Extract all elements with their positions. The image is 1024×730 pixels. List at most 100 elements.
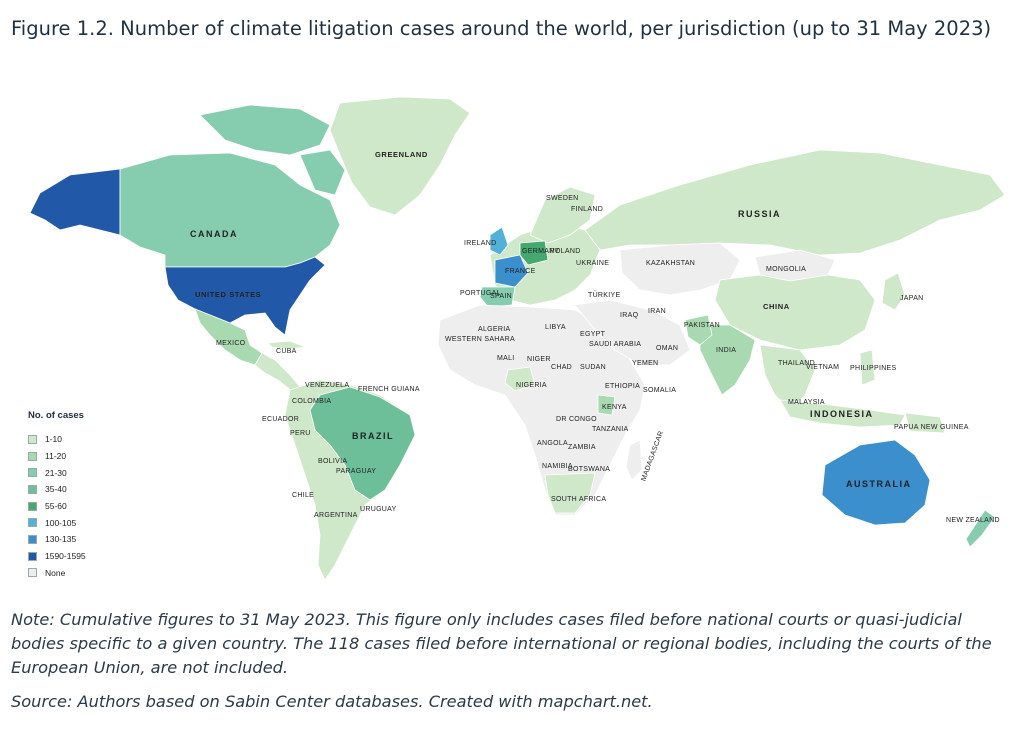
label-chile: CHILE [292,492,314,499]
label-botswana: BOTSWANA [568,466,610,473]
label-colombia: COLOMBIA [292,398,331,405]
legend-swatch [28,484,37,494]
kenya-region [597,394,616,416]
legend-swatch [28,501,37,511]
legend-label: 21-30 [45,467,67,478]
label-indonesia: INDONESIA [810,409,874,419]
legend-swatch [28,568,37,578]
label-vietnam: VIETNAM [806,364,839,371]
legend-title: No. of cases [28,410,84,421]
label-turkiye: TÜRKIYE [588,291,620,299]
label-south-africa: SOUTH AFRICA [551,496,606,503]
uk-region [489,226,509,256]
cuba-region [267,340,306,350]
new-zealand-region [965,509,996,548]
label-kazakhstan: KAZAKHSTAN [646,260,695,267]
legend-item: 55-60 [28,498,158,515]
label-angola: ANGOLA [537,440,568,447]
canada-region [119,152,341,268]
legend-label: 1590-1595 [45,551,86,562]
label-venezuela: VENEZUELA [305,382,349,389]
label-sudan: SUDAN [580,364,606,371]
label-russia: RUSSIA [738,209,781,219]
label-yemen: YEMEN [632,360,658,367]
russia-region [584,149,1006,256]
label-united-states: UNITED STATES [195,290,261,299]
label-paraguay: PARAGUAY [336,468,376,475]
united-states-region [164,256,326,336]
label-iran: IRAN [648,308,666,315]
germany-region [519,240,549,266]
label-mali: MALI [497,355,515,362]
label-ethiopia: ETHIOPIA [605,383,640,390]
label-france: FRANCE [505,268,536,275]
label-madagascar: MADAGASCAR [640,430,665,482]
figure-title: Figure 1.2. Number of climate litigation… [11,17,992,40]
label-cuba: CUBA [276,348,297,355]
legend-item: 100-105 [28,514,158,531]
legend-item: 35-40 [28,481,158,498]
label-bolivia: BOLIVIA [318,458,347,465]
legend-swatch [28,468,37,478]
label-germany: GERMANY [522,248,560,255]
alaska-region [29,168,121,236]
label-french-guiana: FRENCH GUIANA [358,386,420,393]
label-mexico: MEXICO [216,340,246,347]
label-brazil: BRAZIL [352,431,394,441]
label-papua-new-guinea: PAPUA NEW GUINEA [894,424,969,431]
label-libya: LIBYA [545,324,566,331]
madagascar-region [625,439,643,481]
legend-label: 130-135 [45,534,77,545]
label-ecuador: ECUADOR [262,416,299,423]
indonesia-region [779,399,906,428]
greenland-region [329,96,471,216]
label-tanzania: TANZANIA [592,426,629,433]
japan-region [881,272,906,311]
legend-label: 100-105 [45,517,77,528]
south-africa-region [544,472,596,514]
label-japan: JAPAN [900,295,924,302]
label-poland: POLAND [550,248,581,255]
central-america-region [254,352,301,392]
label-china: CHINA [763,302,790,311]
figure-note: Note: Cumulative figures to 31 May 2023.… [11,610,992,677]
label-namibia: NAMIBIA [542,463,573,470]
label-canada: CANADA [190,229,238,239]
label-saudi-arabia: SAUDI ARABIA [589,341,641,348]
label-pakistan: PAKISTAN [684,322,720,329]
france-region [494,254,529,288]
legend-item: 1-10 [28,431,158,448]
label-kenya: KENYA [602,404,627,411]
label-chad: CHAD [551,364,572,371]
scandinavia-region [529,186,596,244]
label-malaysia: MALAYSIA [788,399,825,406]
legend-label: 35-40 [45,484,67,495]
label-algeria: ALGERIA [478,326,510,333]
label-greenland: GREENLAND [375,150,428,159]
label-finland: FINLAND [571,206,603,213]
label-uruguay: URUGUAY [360,506,397,513]
legend-item: 11-20 [28,448,158,465]
philippines-region [859,349,876,386]
label-oman: OMAN [656,345,678,352]
label-ireland: IRELAND [464,240,496,247]
central-asia-region [619,242,741,296]
legend-item: 130-135 [28,531,158,548]
world-map: GREENLAND CANADA UNITED STATES MEXICO CU… [29,96,1006,581]
label-portugal: PORTUGAL [460,290,501,297]
label-somalia: SOMALIA [643,387,676,394]
label-peru: PERU [290,430,311,437]
label-thailand: THAILAND [778,360,815,367]
canada-arctic-islands [199,104,331,156]
label-argentina: ARGENTINA [314,512,358,519]
label-iraq: IRAQ [620,312,639,319]
label-nigeria: NIGERIA [516,382,547,389]
legend-swatch [28,518,37,528]
label-ukraine: UKRAINE [576,260,609,267]
legend-label: 1-10 [45,434,63,445]
label-australia: AUSTRALIA [846,479,912,489]
map-legend: No. of cases 1-10 11-20 21-30 35-40 55-60 100… [28,410,158,581]
india-region [699,324,756,396]
pakistan-region [684,314,713,346]
label-egypt: EGYPT [580,331,606,338]
